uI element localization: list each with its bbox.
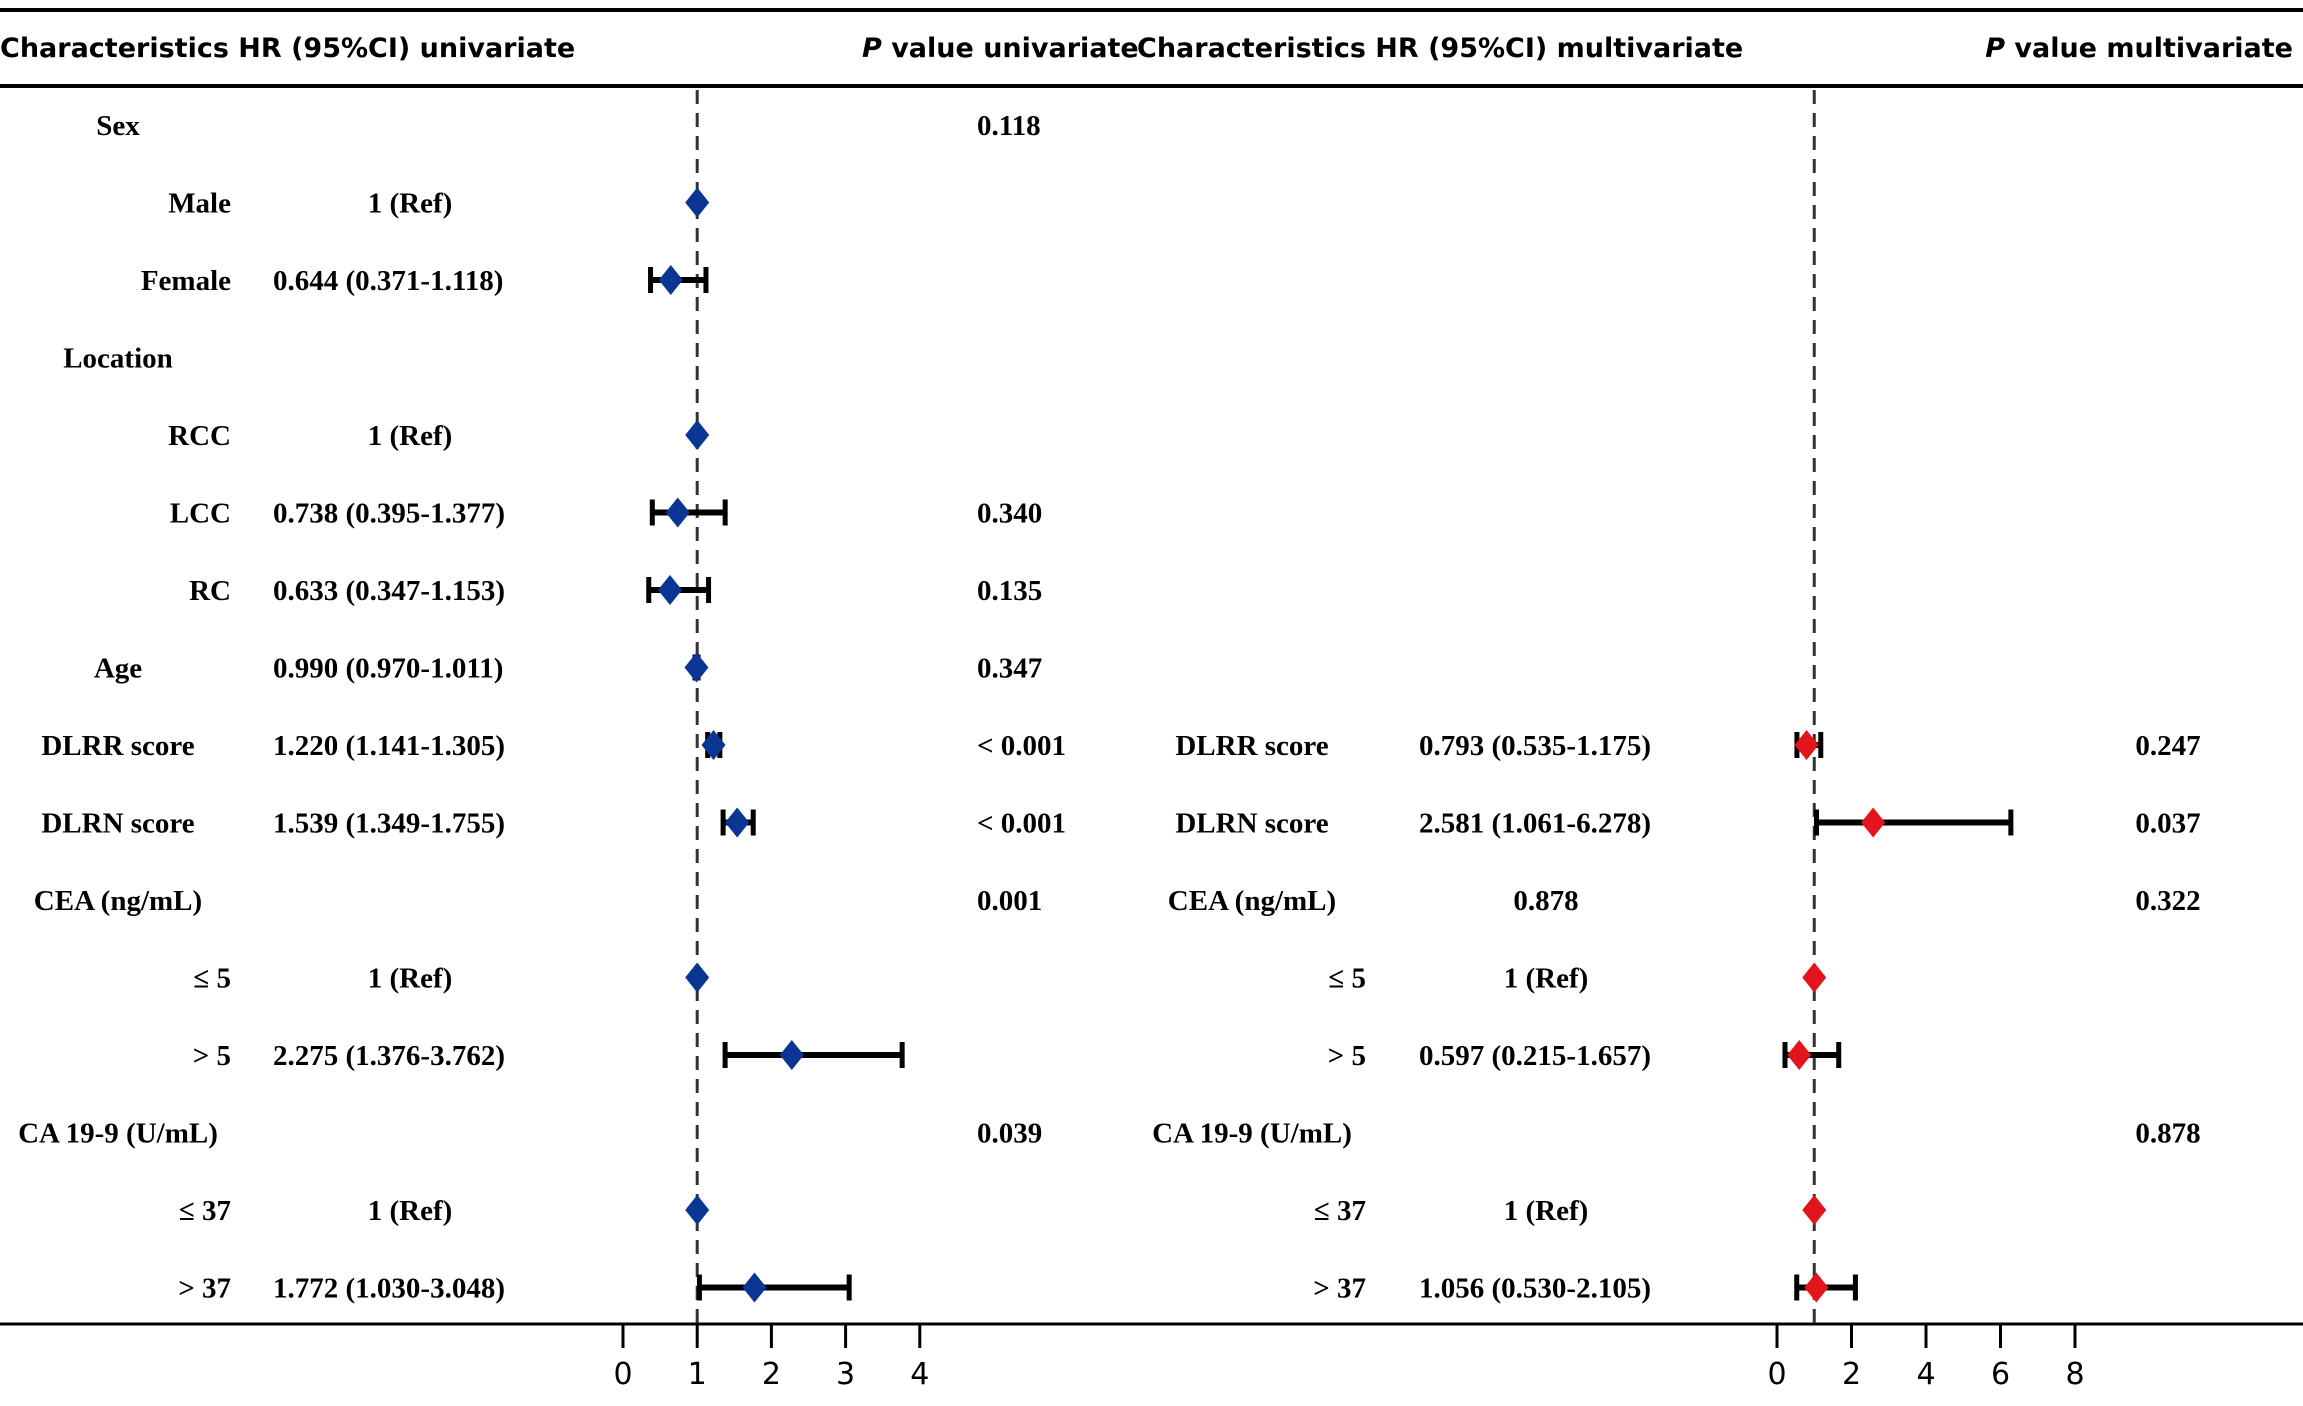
row-label: CA 19-9 (U/mL): [1152, 1118, 1352, 1150]
hazard-ratio-diamond: [657, 575, 682, 605]
hazard-ratio-text: 1 (Ref): [1504, 1195, 1589, 1227]
header-p-rest: value univariate: [882, 33, 1139, 64]
hazard-ratio-text: 0.597 (0.215-1.657): [1419, 1040, 1651, 1072]
header-univariate-p: P value univariate: [862, 33, 1139, 64]
hazard-ratio-diamond: [1861, 807, 1886, 838]
p-value: 0.118: [977, 110, 1041, 142]
hazard-ratio-diamond: [658, 265, 683, 295]
axis-tick-label: 4: [910, 1357, 929, 1392]
hazard-ratio-diamond: [701, 730, 726, 760]
row-sublabel: ≤ 5: [193, 963, 231, 995]
p-value: 0.247: [2135, 730, 2200, 762]
hazard-ratio-diamond: [685, 962, 710, 993]
hazard-ratio-diamond: [684, 652, 709, 683]
p-value: < 0.001: [977, 730, 1066, 762]
hazard-ratio-text: 0.738 (0.395-1.377): [273, 498, 505, 530]
hazard-ratio-text: 1 (Ref): [368, 420, 453, 452]
row-label: DLRN score: [1175, 808, 1328, 840]
header-multivariate-char-hr: Characteristics HR (95%CI) multivariate: [1137, 33, 1743, 64]
row-sublabel: LCC: [170, 498, 231, 530]
hazard-ratio-text: 0.793 (0.535-1.175): [1419, 730, 1651, 762]
hazard-ratio-text: 1.539 (1.349-1.755): [273, 808, 505, 840]
hazard-ratio-text: 2.275 (1.376-3.762): [273, 1040, 505, 1072]
row-label: CEA (ng/mL): [34, 885, 202, 917]
row-sublabel: > 37: [178, 1273, 231, 1305]
hazard-ratio-diamond: [1802, 1195, 1827, 1225]
row-sublabel: ≤ 5: [1328, 963, 1366, 995]
axis-tick-label: 3: [836, 1357, 855, 1392]
hazard-ratio-text: 0.644 (0.371-1.118): [273, 265, 503, 297]
hazard-ratio-text: 2.581 (1.061-6.278): [1419, 808, 1651, 840]
p-value: 0.322: [2135, 885, 2200, 917]
row-label: Age: [94, 653, 142, 685]
axis-tick-label: 4: [1916, 1357, 1935, 1392]
axis-tick-label: 1: [688, 1357, 707, 1392]
row-sublabel: Male: [168, 188, 231, 220]
p-value: < 0.001: [977, 808, 1066, 840]
hazard-ratio-text: 0.633 (0.347-1.153): [273, 575, 505, 607]
hazard-ratio-text: 1.220 (1.141-1.305): [273, 730, 505, 762]
p-value: 0.001: [977, 885, 1042, 917]
p-value: 0.135: [977, 575, 1042, 607]
hazard-ratio-diamond: [1787, 1040, 1812, 1070]
hazard-ratio-diamond: [742, 1272, 767, 1303]
row-label: Sex: [96, 110, 140, 142]
axis-tick-label: 0: [1767, 1357, 1786, 1392]
hazard-ratio-diamond: [779, 1040, 804, 1070]
hazard-ratio-text: 1 (Ref): [368, 963, 453, 995]
row-sublabel: RCC: [168, 420, 231, 452]
hazard-ratio-text: 0.990 (0.970-1.011): [273, 653, 503, 685]
row-label: CEA (ng/mL): [1168, 885, 1336, 917]
row-label: DLRR score: [1175, 730, 1328, 762]
row-label: DLRR score: [41, 730, 194, 762]
p-value: 0.347: [977, 653, 1042, 685]
hazard-ratio-diamond: [1804, 1272, 1829, 1303]
header-p-italic: P: [1985, 33, 2005, 64]
row-sublabel: Female: [141, 265, 231, 297]
hazard-ratio-diamond: [685, 1195, 710, 1225]
axis-tick-label: 6: [1991, 1357, 2010, 1392]
p-value: 0.039: [977, 1118, 1042, 1150]
header-p-italic: P: [862, 33, 882, 64]
p-value: 0.037: [2135, 808, 2200, 840]
row-sublabel: RC: [189, 575, 231, 607]
row-sublabel: > 5: [1328, 1040, 1366, 1072]
hazard-ratio-diamond: [665, 497, 690, 528]
axis-tick-label: 2: [762, 1357, 781, 1392]
hazard-ratio-text: 1 (Ref): [1504, 963, 1589, 995]
axis-tick-label: 2: [1842, 1357, 1861, 1392]
p-value: 0.340: [977, 498, 1042, 530]
header-univariate-char-hr: Characteristics HR (95%CI) univariate: [0, 33, 575, 64]
hazard-ratio-diamond: [685, 420, 710, 450]
hazard-ratio-text: 1.772 (1.030-3.048): [273, 1273, 505, 1305]
header-multivariate-p: P value multivariate: [1985, 33, 2293, 64]
row-sublabel: ≤ 37: [1314, 1195, 1366, 1227]
hazard-ratio-diamond: [725, 807, 750, 838]
axis-tick-label: 0: [613, 1357, 632, 1392]
hazard-ratio-diamond: [1794, 730, 1819, 760]
axis-tick-label: 8: [2065, 1357, 2084, 1392]
header-p-rest: value multivariate: [2005, 33, 2293, 64]
hazard-ratio-text: 1 (Ref): [368, 1195, 453, 1227]
row-sublabel: > 37: [1313, 1273, 1366, 1305]
p-value: 0.878: [2135, 1118, 2200, 1150]
row-sublabel: ≤ 37: [179, 1195, 231, 1227]
hazard-ratio-diamond: [685, 187, 710, 218]
hazard-ratio-text: 0.878: [1513, 885, 1578, 917]
hazard-ratio-text: 1 (Ref): [368, 188, 453, 220]
row-label: CA 19-9 (U/mL): [18, 1118, 218, 1150]
hazard-ratio-text: 1.056 (0.530-2.105): [1419, 1273, 1651, 1305]
row-label: Location: [63, 343, 173, 375]
hazard-ratio-diamond: [1802, 962, 1827, 993]
row-label: DLRN score: [41, 808, 194, 840]
row-sublabel: > 5: [193, 1040, 231, 1072]
